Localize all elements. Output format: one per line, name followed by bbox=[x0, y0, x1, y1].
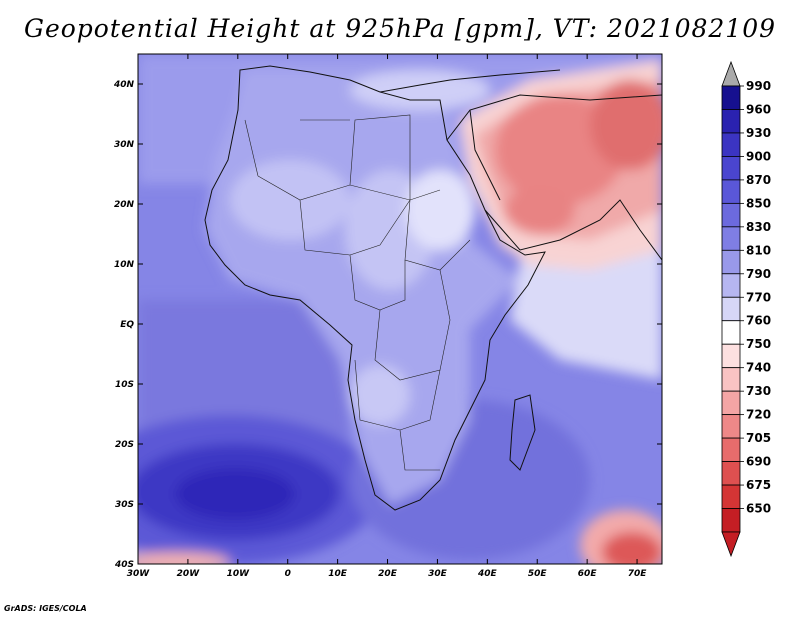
colorbar-label: 740 bbox=[746, 361, 771, 375]
lat-tick-label: 30N bbox=[114, 140, 135, 150]
lat-tick-label: 10N bbox=[114, 260, 135, 270]
shaded-field bbox=[138, 54, 662, 564]
colorbar-label: 830 bbox=[746, 220, 771, 234]
colorbar-segment bbox=[721, 414, 741, 439]
colorbar-segment bbox=[721, 437, 741, 462]
colorbar-segment bbox=[721, 273, 741, 298]
lon-tick-label: 20E bbox=[378, 569, 398, 579]
lat-tick-label: 20N bbox=[114, 200, 135, 210]
colorbar-label: 990 bbox=[746, 79, 771, 93]
lat-tick-label: EQ bbox=[120, 320, 134, 330]
colorbar-label: 770 bbox=[746, 290, 771, 304]
colorbar-segment bbox=[721, 109, 741, 134]
lon-tick-label: 50E bbox=[528, 569, 548, 579]
colorbar-label: 720 bbox=[746, 408, 771, 422]
map-title: Geopotential Height at 925hPa [gpm], VT:… bbox=[23, 14, 777, 43]
plot-frame bbox=[137, 53, 663, 565]
lon-tick-label: 10E bbox=[328, 569, 348, 579]
colorbar-label: 705 bbox=[746, 431, 771, 445]
lon-tick-label: 40E bbox=[477, 569, 498, 579]
lon-tick-label: 0 bbox=[285, 569, 291, 579]
credit-label: GrADS: IGES/COLA bbox=[4, 604, 87, 613]
colorbar: 990 960 930 900 870 850 830 810 790 770 760 750 740 7… bbox=[721, 60, 771, 558]
colorbar-label: 900 bbox=[746, 149, 771, 163]
colorbar-bottom-arrow bbox=[721, 531, 741, 558]
colorbar-segment bbox=[721, 320, 741, 345]
colorbar-segment bbox=[721, 508, 741, 533]
colorbar-segment bbox=[721, 296, 741, 322]
latitude-axis: 40N 30N 20N 10N EQ 10S 20S 30S 40S bbox=[113, 80, 662, 570]
colorbar-segment bbox=[721, 367, 741, 392]
country-borders bbox=[244, 114, 471, 471]
colorbar-top-arrow bbox=[721, 60, 741, 87]
colorbar-segment bbox=[721, 179, 741, 204]
colorbar-label: 870 bbox=[746, 173, 771, 187]
colorbar-label: 690 bbox=[746, 455, 771, 469]
lat-tick-label: 10S bbox=[115, 380, 134, 390]
colorbar-label: 850 bbox=[746, 196, 771, 210]
colorbar-segment bbox=[721, 249, 741, 275]
colorbar-label: 750 bbox=[746, 337, 771, 351]
colorbar-label: 790 bbox=[746, 267, 771, 281]
colorbar-label: 960 bbox=[746, 102, 771, 116]
lat-tick-label: 20S bbox=[115, 440, 134, 450]
colorbar-label: 650 bbox=[746, 502, 771, 516]
colorbar-label: 730 bbox=[746, 384, 771, 398]
longitude-axis: 30W 20W 10W 0 10E 20E 30E 40E 50E 60E 70E bbox=[127, 54, 647, 579]
lon-tick-label: 30E bbox=[428, 569, 448, 579]
colorbar-segment bbox=[721, 461, 741, 486]
lon-tick-label: 30W bbox=[127, 569, 151, 579]
colorbar-segment bbox=[721, 132, 741, 157]
colorbar-segment bbox=[721, 202, 741, 228]
lon-tick-label: 70E bbox=[628, 569, 648, 579]
colorbar-segment bbox=[721, 226, 741, 251]
coastlines bbox=[204, 65, 662, 511]
colorbar-label: 930 bbox=[746, 126, 771, 140]
colorbar-segment bbox=[721, 343, 741, 369]
colorbar-segment bbox=[721, 484, 741, 509]
colorbar-segment bbox=[721, 390, 741, 416]
colorbar-segment bbox=[721, 156, 741, 181]
colorbar-label: 810 bbox=[746, 243, 771, 257]
lon-tick-label: 60E bbox=[578, 569, 598, 579]
lat-tick-label: 30S bbox=[115, 500, 134, 510]
lon-tick-label: 10W bbox=[227, 569, 251, 579]
lat-tick-label: 40N bbox=[113, 80, 135, 90]
lon-tick-label: 20W bbox=[177, 569, 201, 579]
lat-tick-label: 40S bbox=[114, 560, 134, 570]
colorbar-label: 760 bbox=[746, 314, 771, 328]
colorbar-segment bbox=[721, 85, 741, 110]
colorbar-label: 675 bbox=[746, 478, 771, 492]
